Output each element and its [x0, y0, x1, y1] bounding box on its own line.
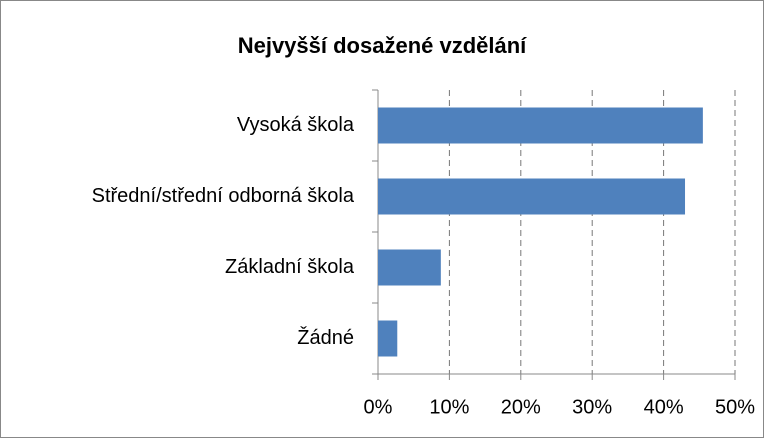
x-tick-label: 30% — [572, 396, 612, 418]
x-tick-label: 10% — [429, 396, 469, 418]
y-tick-label: Vysoká škola — [237, 114, 355, 136]
chart-title: Nejvyšší dosažené vzdělání — [238, 33, 527, 58]
bar — [378, 178, 686, 215]
y-tick-label: Střední/střední odborná škola — [92, 185, 355, 207]
y-tick-label: Základní škola — [225, 256, 355, 278]
bar — [378, 320, 398, 357]
x-tick-label: 40% — [644, 396, 684, 418]
y-tick-label: Žádné — [297, 326, 354, 349]
x-tick-label: 50% — [715, 396, 755, 418]
bar — [378, 107, 703, 144]
bar — [378, 249, 441, 286]
x-tick-label: 20% — [501, 396, 541, 418]
x-tick-label: 0% — [364, 396, 393, 418]
